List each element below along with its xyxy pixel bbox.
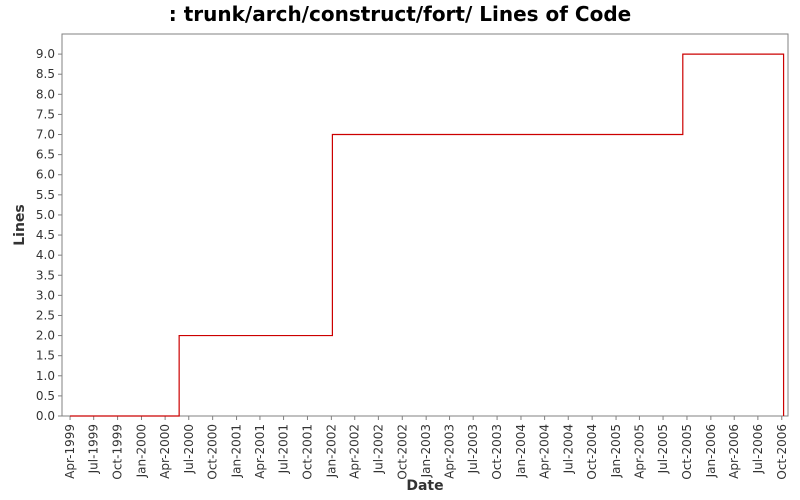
chart-title: : trunk/arch/construct/fort/ Lines of Co… xyxy=(168,2,632,26)
x-tick-label: Apr-2005 xyxy=(632,424,646,479)
x-tick-label: Jul-2001 xyxy=(277,424,291,474)
x-tick-label: Oct-2002 xyxy=(395,424,409,480)
x-tick-label: Oct-2005 xyxy=(680,424,694,480)
x-tick-label: Jul-2005 xyxy=(656,424,670,474)
x-axis-title: Date xyxy=(406,478,443,494)
y-tick-label: 6.5 xyxy=(36,148,55,162)
y-axis: 0.0 0.5 1.0 1.5 2.0 2.5 3.0 3.5 4.0 4.5 5.0 5.5 6.0 6… xyxy=(36,47,62,423)
x-tick-label: Jan-2003 xyxy=(419,424,433,478)
x-tick-label: Apr-2006 xyxy=(727,424,741,479)
x-tick-label: Oct-2006 xyxy=(775,424,789,480)
plot-area xyxy=(61,33,789,417)
x-tick-label: Oct-1999 xyxy=(111,424,125,480)
series-line-0 xyxy=(70,53,785,417)
x-tick-label: Jan-2001 xyxy=(230,424,244,478)
x-tick-label: Oct-2001 xyxy=(300,424,314,480)
y-tick-label: 6.0 xyxy=(36,168,55,182)
x-tick-label: Apr-2001 xyxy=(253,424,267,479)
x-axis: Apr-1999 Jul-1999 Oct-1999 Jan-2000 Apr-2000… xyxy=(63,416,789,480)
y-tick-label: 1.0 xyxy=(36,369,55,383)
y-tick-label: 3.0 xyxy=(36,288,55,302)
y-tick-label: 9.0 xyxy=(36,47,55,61)
y-tick-label: 1.5 xyxy=(36,349,55,363)
series-group xyxy=(70,53,785,417)
y-tick-label: 5.0 xyxy=(36,208,55,222)
x-tick-label: Apr-2000 xyxy=(158,424,172,479)
y-tick-label: 7.5 xyxy=(36,107,55,121)
y-tick-label: 5.5 xyxy=(36,188,55,202)
x-tick-label: Jul-2002 xyxy=(371,424,385,474)
y-tick-label: 4.5 xyxy=(36,228,55,242)
y-tick-label: 2.0 xyxy=(36,329,55,343)
y-tick-label: 8.5 xyxy=(36,67,55,81)
x-tick-label: Apr-2002 xyxy=(348,424,362,479)
y-tick-label: 3.5 xyxy=(36,268,55,282)
x-tick-label: Apr-2003 xyxy=(443,424,457,479)
x-tick-label: Jul-2003 xyxy=(466,424,480,474)
x-tick-label: Jul-2006 xyxy=(751,424,765,474)
y-tick-label: 4.0 xyxy=(36,248,55,262)
x-tick-label: Apr-2004 xyxy=(538,424,552,479)
x-tick-label: Jan-2002 xyxy=(324,424,338,478)
x-tick-label: Jul-1999 xyxy=(87,424,101,474)
x-tick-label: Jan-2006 xyxy=(704,424,718,478)
y-tick-label: 7.0 xyxy=(36,128,55,142)
y-tick-label: 8.0 xyxy=(36,87,55,101)
x-tick-label: Oct-2000 xyxy=(206,424,220,480)
y-tick-label: 0.0 xyxy=(36,409,55,423)
x-tick-label: Jul-2000 xyxy=(182,424,196,474)
x-tick-label: Jan-2004 xyxy=(514,424,528,478)
y-tick-label: 0.5 xyxy=(36,389,55,403)
x-tick-label: Oct-2003 xyxy=(490,424,504,480)
y-tick-label: 2.5 xyxy=(36,308,55,322)
x-tick-label: Jan-2005 xyxy=(609,424,623,478)
x-tick-label: Jul-2004 xyxy=(561,424,575,474)
x-tick-label: Oct-2004 xyxy=(585,424,599,480)
x-tick-label: Jan-2000 xyxy=(134,424,148,478)
y-axis-title: Lines xyxy=(12,204,28,246)
x-tick-label: Apr-1999 xyxy=(63,424,77,479)
